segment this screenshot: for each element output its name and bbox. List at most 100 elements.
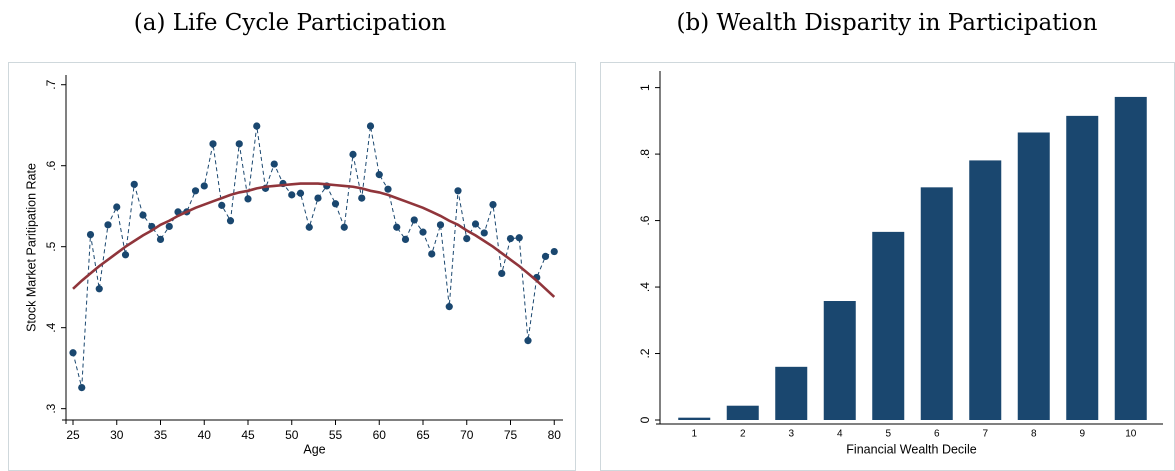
y-tick-label: .6 [638,215,652,225]
bar [678,417,711,420]
bar [1114,96,1147,420]
data-point [235,140,243,148]
x-tick-label: 8 [1031,429,1037,440]
data-point [113,203,121,211]
x-tick-label: 10 [1125,429,1137,440]
data-point [244,195,252,203]
data-point [436,221,445,229]
x-tick-label: 50 [285,428,299,442]
y-tick-label: .4 [638,282,652,292]
data-point [393,223,401,231]
bar [823,301,856,420]
data-point [550,247,558,256]
data-point [226,217,235,225]
data-point [463,234,471,243]
x-tick-label: 70 [460,428,474,442]
data-point [401,235,410,244]
chart-title: (b) Wealth Disparity in Participation [677,10,1098,36]
data-point [384,185,392,193]
series-line [72,182,556,298]
data-point [489,200,497,209]
x-tick-label: 1 [691,429,697,440]
bar [920,187,953,420]
data-point [349,150,357,158]
data-point [506,234,515,243]
data-point [78,384,86,392]
data-point [288,191,296,199]
data-point [69,349,77,357]
data-point [191,187,200,195]
data-point [340,223,348,231]
x-tick-label: 2 [740,429,746,440]
x-tick-label: 9 [1079,429,1085,440]
data-point [471,220,480,228]
data-point [130,180,138,188]
data-point [253,122,261,130]
y-tick-label: .5 [44,241,58,251]
x-axis-label: Financial Wealth Decile [846,442,976,456]
y-axis-label: Stock Market Paritipation Rate [24,163,38,332]
data-point [428,250,436,258]
data-point [200,182,208,190]
y-tick-label: 1 [638,84,652,91]
data-point [296,189,305,197]
data-point [358,194,366,202]
y-tick-label: .7 [44,79,58,89]
data-point [139,211,147,219]
y-tick-label: .6 [44,160,58,170]
data-point [419,228,427,236]
data-point [270,160,278,168]
x-axis-label: Age [303,442,325,456]
data-point [498,269,506,278]
data-point [375,171,383,179]
y-tick-label: .3 [44,403,58,413]
x-tick-label: 30 [110,428,124,442]
data-point [480,229,488,237]
chart-title: (a) Life Cycle Participation [134,10,447,36]
x-tick-label: 80 [548,428,562,442]
data-point [209,140,217,148]
data-point [86,230,95,239]
data-point [410,216,418,224]
x-tick-label: 7 [982,429,988,440]
x-tick-label: 5 [885,429,891,440]
bar [1066,115,1099,420]
data-point [121,251,130,259]
x-tick-label: 40 [198,428,212,442]
x-tick-label: 35 [154,428,168,442]
x-tick-label: 25 [66,428,80,442]
y-tick-label: .8 [638,149,652,159]
x-tick-label: 55 [329,428,343,442]
data-point [95,285,103,293]
data-point [218,201,226,209]
data-point [445,303,453,311]
y-tick-label: .4 [44,322,58,332]
bar [726,405,759,420]
bar [775,366,808,420]
bar [969,160,1002,421]
data-point [314,194,322,202]
x-tick-label: 60 [373,428,387,442]
data-point [165,222,173,231]
data-point [541,252,550,261]
data-point [515,234,523,242]
data-point [454,187,462,195]
panel-frame [8,62,576,471]
x-tick-label: 6 [934,429,940,440]
data-point [156,235,165,244]
data-point [305,223,313,231]
y-tick-label: 0 [638,416,652,423]
bar [1017,132,1050,420]
x-tick-label: 65 [416,428,430,442]
x-tick-label: 3 [788,429,794,440]
x-tick-label: 4 [837,429,843,440]
data-point [331,200,340,208]
data-point [524,337,532,345]
data-point [366,122,375,130]
x-tick-label: 45 [241,428,255,442]
x-tick-label: 75 [504,428,518,442]
y-tick-label: .2 [638,348,652,358]
bar [872,231,905,420]
data-point [104,221,112,229]
